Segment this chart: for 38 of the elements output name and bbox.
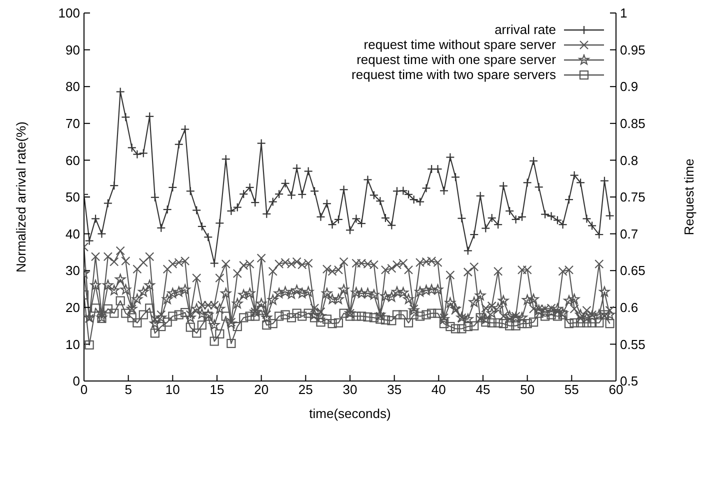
y-tick-label: 70 [66, 116, 80, 132]
y2-tick-label: 0.85 [620, 116, 646, 132]
x-tick-label: 25 [298, 382, 313, 398]
y-tick-label: 30 [66, 263, 80, 278]
x-tick-label: 5 [124, 382, 132, 398]
x-tick-label: 10 [165, 382, 180, 398]
legend-label: arrival rate [494, 22, 556, 37]
legend-label: request time with two spare servers [352, 67, 556, 82]
y2-tick-label: 0.7 [620, 226, 638, 242]
x-axis-title: time(seconds) [309, 406, 391, 421]
y-tick-label: 80 [66, 79, 80, 94]
y2-axis-title: Request time [682, 158, 697, 236]
x-tick-label: 20 [254, 382, 269, 398]
y-tick-label: 40 [66, 226, 80, 242]
x-tick-label: 45 [476, 382, 490, 398]
y-tick-label: 20 [66, 300, 80, 316]
y-tick-label: 60 [66, 152, 80, 168]
y-tick-label: 100 [58, 6, 80, 21]
y2-tick-label: 0.8 [620, 152, 638, 168]
y2-tick-label: 0.65 [620, 263, 646, 278]
y-tick-label: 50 [66, 190, 80, 205]
y2-tick-label: 0.6 [620, 300, 638, 316]
x-tick-label: 15 [210, 382, 224, 398]
legend-label: request time with one spare server [356, 52, 556, 67]
x-tick-label: 30 [342, 382, 358, 398]
y2-tick-label: 0.75 [620, 190, 646, 205]
legend-label: request time without spare server [364, 37, 556, 52]
y-tick-label: 90 [66, 42, 80, 58]
y-tick-label: 10 [66, 336, 80, 352]
x-tick-label: 55 [564, 382, 579, 398]
y2-tick-label: 0.55 [620, 336, 646, 352]
y-axis-title: Normalized arrival rate(%) [14, 122, 29, 272]
y2-tick-label: 0.9 [620, 79, 638, 94]
y2-tick-label: 1 [620, 6, 628, 21]
x-tick-label: 40 [431, 382, 446, 398]
x-tick-label: 50 [520, 382, 535, 398]
y2-tick-label: 0.95 [620, 42, 646, 58]
x-tick-label: 35 [387, 382, 402, 398]
